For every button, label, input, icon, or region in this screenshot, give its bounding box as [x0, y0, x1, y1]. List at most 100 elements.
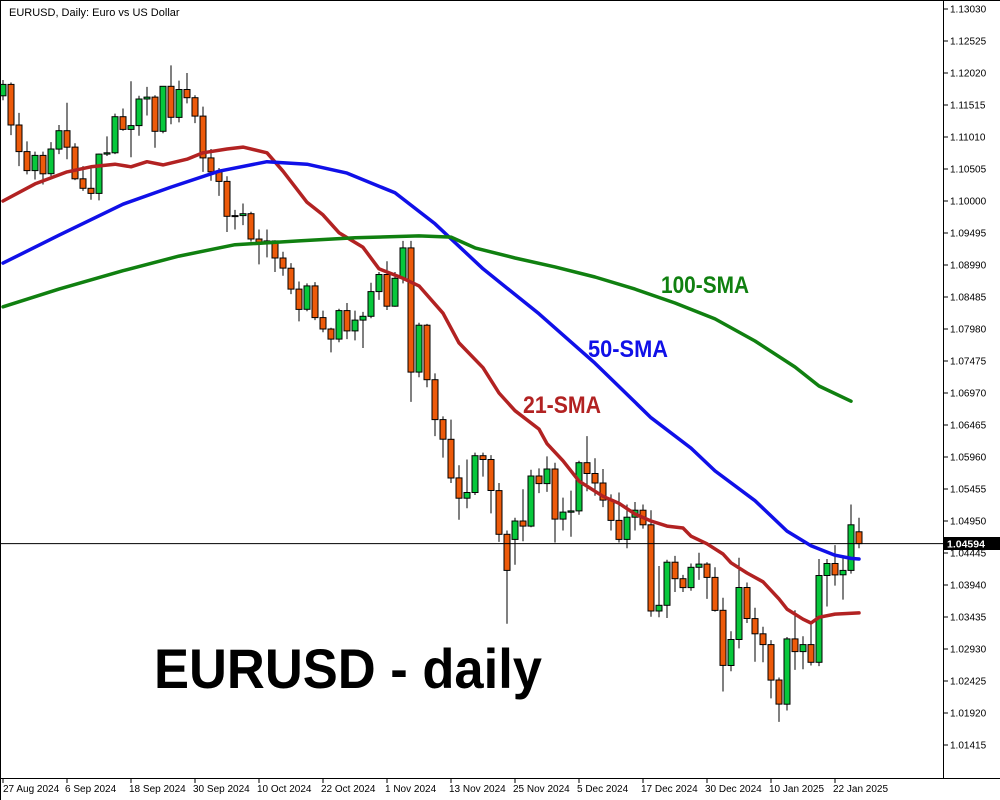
candle-body [559, 511, 567, 520]
price-tick-label: 1.06465 [950, 421, 987, 432]
candle-body [567, 510, 575, 513]
candle-body [287, 267, 295, 290]
candle-body [391, 277, 399, 307]
time-tick-label: 13 Nov 2024 [449, 784, 506, 795]
candle-body [487, 459, 495, 491]
price-tick-label: 1.12020 [950, 69, 987, 80]
candle-body [327, 328, 335, 340]
candle-body [167, 85, 175, 118]
candle-body [727, 639, 735, 666]
price-tick-label: 1.09495 [950, 229, 987, 240]
time-tick-label: 10 Oct 2024 [257, 784, 312, 795]
candle-body [71, 146, 79, 180]
sma21-line [1, 145, 861, 625]
candle-body [759, 633, 767, 646]
candle-body [55, 130, 63, 150]
candle-body [119, 116, 127, 130]
candle-body [135, 98, 143, 127]
candle-body [359, 315, 367, 321]
watermark-label: EURUSD - daily [154, 637, 542, 700]
candle-body [375, 274, 383, 293]
time-tick-label: 6 Sep 2024 [65, 784, 117, 795]
candle-body [95, 153, 103, 194]
candle-body [831, 563, 839, 576]
price-tick-label: 1.01920 [950, 709, 987, 720]
candle-body [279, 257, 287, 269]
time-tick-label: 1 Nov 2024 [385, 784, 437, 795]
candle-body [175, 89, 183, 118]
price-tick-label: 1.03435 [950, 613, 987, 624]
candle-body [431, 379, 439, 421]
candle-body [143, 96, 151, 100]
candle-body [415, 324, 423, 373]
price-tick-label: 1.01415 [950, 741, 987, 752]
time-tick-label: 30 Sep 2024 [193, 784, 250, 795]
sma100-line [1, 234, 853, 403]
time-tick-label: 17 Dec 2024 [641, 784, 698, 795]
price-tick-label: 1.06970 [950, 389, 987, 400]
candle-body [471, 455, 479, 494]
candle-body [383, 274, 391, 307]
candle-body [751, 618, 759, 635]
price-tick-label: 1.08990 [950, 261, 987, 272]
sma21-label: 21-SMA [523, 392, 601, 419]
candle-body [87, 187, 95, 194]
price-tick-label: 1.03940 [950, 581, 987, 592]
time-tick-label: 30 Dec 2024 [705, 784, 762, 795]
price-tick-label: 1.11010 [950, 133, 986, 144]
candle-body [463, 492, 471, 499]
candle-body [615, 519, 623, 540]
candle-body [663, 561, 671, 606]
candle-body [671, 561, 679, 580]
candle-body [103, 152, 111, 155]
candle-body [335, 310, 343, 340]
candle-body [79, 178, 87, 189]
price-tick-label: 1.05960 [950, 453, 987, 464]
candle-body [447, 438, 455, 479]
candle-body [519, 520, 527, 527]
candle-body [295, 288, 303, 310]
price-tick-label: 1.07475 [950, 357, 987, 368]
candle-body [439, 419, 447, 440]
time-tick-label: 10 Jan 2025 [769, 784, 824, 795]
candle-body [599, 482, 607, 501]
candle-body [839, 569, 847, 576]
price-tick-label: 1.04445 [950, 549, 987, 560]
price-tick-label: 1.07980 [950, 325, 987, 336]
candle-body [423, 324, 431, 381]
candle-body [479, 455, 487, 461]
candle-body [399, 247, 407, 279]
candle-body [591, 473, 599, 484]
candle-body [47, 148, 55, 175]
sma50-line [1, 159, 861, 561]
candle-body [655, 604, 663, 612]
candle-body [1, 83, 7, 97]
candle-body [535, 475, 543, 485]
candle-body [495, 490, 503, 535]
candle-body [527, 475, 535, 527]
candle-body [847, 524, 855, 571]
candle-body [311, 285, 319, 319]
candle-body [543, 468, 551, 485]
price-tick-label: 1.02425 [950, 677, 987, 688]
candle-body [719, 609, 727, 666]
candle-body [807, 644, 815, 663]
candle-body [183, 89, 191, 99]
candle-body [855, 531, 863, 545]
candle-body [239, 213, 247, 217]
candle-body [407, 247, 415, 373]
candle-body [743, 587, 751, 619]
candle-body [775, 679, 783, 705]
candle-body [223, 180, 231, 217]
price-tick-label: 1.10505 [950, 165, 987, 176]
current-price-tag-box [944, 537, 1000, 550]
time-tick-label: 18 Sep 2024 [129, 784, 186, 795]
price-tick-label: 1.11515 [950, 101, 986, 112]
candle-body [23, 151, 31, 172]
candle-body [31, 154, 39, 172]
candle-body [791, 638, 799, 653]
candlesticks [1, 65, 863, 722]
